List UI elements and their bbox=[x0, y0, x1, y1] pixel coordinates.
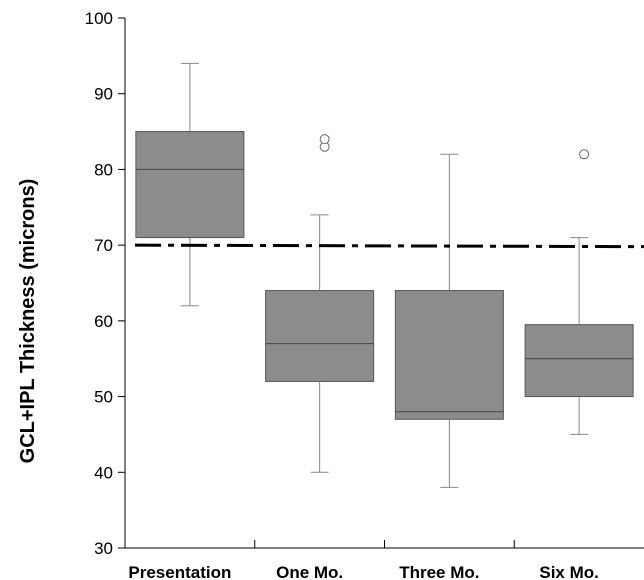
box-group bbox=[135, 62, 245, 307]
y-tick-label: 100 bbox=[85, 9, 113, 28]
box bbox=[394, 290, 504, 420]
category-labels: Presentation One Mo. Three Mo. Six Mo. bbox=[128, 563, 599, 580]
box-group bbox=[265, 134, 375, 473]
reference-line bbox=[134, 243, 644, 249]
y-tick-label: 80 bbox=[94, 160, 113, 179]
y-tick-label: 60 bbox=[94, 312, 113, 331]
category-label: Six Mo. bbox=[539, 563, 599, 580]
category-label: Presentation bbox=[128, 563, 231, 580]
box bbox=[524, 324, 634, 398]
outlier-point bbox=[319, 134, 330, 145]
category-label: One Mo. bbox=[276, 563, 343, 580]
y-tick-labels: 30 40 50 60 70 80 90 100 bbox=[85, 9, 113, 558]
y-tick-label: 30 bbox=[94, 539, 113, 558]
box-marks bbox=[135, 62, 634, 488]
category-label: Three Mo. bbox=[399, 563, 479, 580]
y-tick-label: 40 bbox=[94, 463, 113, 482]
y-axis-title: GCL+IPL Thickness (microns) bbox=[17, 179, 39, 464]
box-group bbox=[524, 149, 634, 435]
box bbox=[135, 131, 245, 239]
axes bbox=[118, 17, 644, 549]
y-tick-label: 90 bbox=[94, 85, 113, 104]
outlier-point bbox=[579, 149, 590, 160]
y-tick-label: 50 bbox=[94, 388, 113, 407]
box-group bbox=[394, 153, 504, 488]
box bbox=[265, 290, 375, 382]
y-tick-label: 70 bbox=[94, 236, 113, 255]
